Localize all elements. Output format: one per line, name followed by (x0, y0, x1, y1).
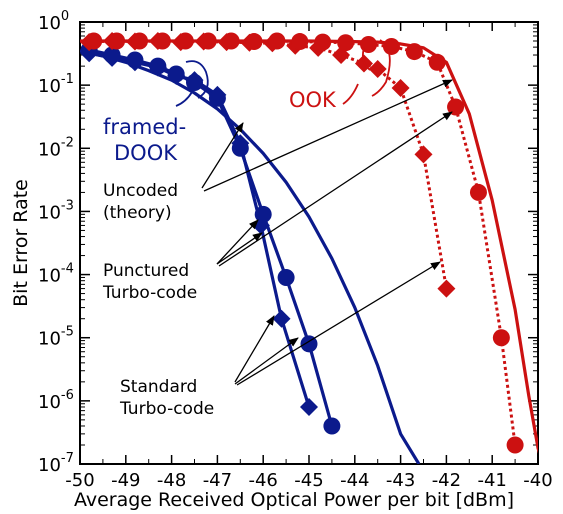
annotations: OOK framed- DOOK Uncoded (theory) Punctu… (102, 39, 453, 419)
x-tick-label: -46 (248, 470, 277, 491)
ook-standard-point (199, 32, 217, 50)
punctured-label-line2: Turbo-code (102, 283, 197, 303)
dook-label-line2: DOOK (114, 141, 178, 165)
ook-standard-point (153, 32, 171, 50)
x-axis-title: Average Received Optical Power per bit [… (74, 489, 514, 511)
dook-label-line1: framed- (103, 115, 186, 139)
ook-standard-point (506, 436, 524, 454)
standard-label-line1: Standard (120, 377, 197, 397)
dook-standard-point (149, 57, 167, 75)
dook-standard-point (254, 205, 272, 223)
y-tick-exponent: -5 (61, 325, 74, 340)
y-tick-label: 10-5 (38, 325, 74, 350)
x-tick-label: -43 (386, 470, 415, 491)
dook-standard-point (126, 51, 144, 69)
dook-standard-point (323, 417, 341, 435)
x-tick-label: -45 (294, 470, 323, 491)
y-tick-exponent: -4 (61, 262, 74, 277)
standard-label-line2: Turbo-code (119, 399, 214, 419)
x-tick-label: -50 (65, 470, 94, 491)
dook-punctured-point (272, 309, 291, 328)
uncoded-label-line1: Uncoded (103, 181, 178, 201)
ook-standard-point (222, 32, 240, 50)
x-tick-label: -41 (477, 470, 506, 491)
ook-standard-point (428, 53, 446, 71)
ook-standard-point (447, 98, 465, 116)
ook-punctured-point (437, 279, 456, 298)
y-tick-label: 100 (38, 9, 69, 34)
ook-standard-point (245, 33, 263, 51)
ook-standard-point (314, 33, 332, 51)
x-tick-label: -40 (523, 470, 552, 491)
y-tick-exponent: -3 (61, 198, 74, 213)
uncoded-label-line2: (theory) (103, 203, 172, 223)
punctured-label-line1: Punctured (103, 261, 189, 281)
y-tick-label: 10-1 (38, 72, 74, 97)
ook-punctured-point (368, 60, 387, 79)
dook-standard-point (186, 74, 203, 92)
ook-standard-point (108, 32, 126, 50)
ook-standard-point (492, 329, 510, 347)
dook-standard-point (208, 89, 226, 107)
ook-standard-point (176, 32, 194, 50)
uncoded-arrow-ook (203, 79, 453, 192)
y-tick-exponent: 0 (61, 9, 69, 24)
standard-arrow-dook-b (234, 337, 299, 385)
tick-labels: -50 -49 -48 -47 -46 -45 -44 -43 -42 -41 -4010010-1… (38, 9, 553, 491)
x-tick-label: -44 (340, 470, 369, 491)
dook-standard-point (231, 139, 249, 157)
ook-standard-point (291, 33, 309, 51)
x-tick-label: -48 (157, 470, 186, 491)
dook-standard-point (103, 46, 121, 64)
standard-arrow-dook-a (234, 315, 275, 383)
y-axis-title: Bit Error Rate (10, 179, 32, 307)
y-tick-exponent: -6 (61, 388, 74, 403)
y-tick-exponent: -2 (61, 135, 74, 150)
dook-standard-point (300, 335, 318, 353)
punctured-arrow-dook-a (216, 219, 259, 265)
x-tick-label: -49 (111, 470, 140, 491)
ook-label: OOK (289, 88, 337, 112)
x-tick-label: -42 (432, 470, 461, 491)
axis-ticks (79, 21, 539, 465)
dook-standard-point (277, 268, 295, 286)
ook-standard-point (405, 43, 423, 61)
y-tick-label: 10-6 (38, 388, 74, 413)
uncoded-arrow-dook (201, 122, 244, 189)
y-tick-label: 10-2 (38, 135, 74, 160)
ook-standard-point (85, 32, 103, 50)
ook-punctured-point (391, 79, 410, 98)
ook-standard-point (382, 37, 400, 55)
x-tick-label: -47 (203, 470, 232, 491)
dook-standard-point (167, 65, 185, 83)
dook-punctured-point (300, 397, 318, 416)
y-tick-label: 10-3 (38, 198, 74, 223)
punctured-arrow-ook (218, 111, 453, 267)
standard-arrow-ook (236, 261, 441, 386)
ook-standard-point (469, 183, 487, 201)
dook-bracket (175, 60, 209, 107)
y-tick-label: 10-4 (38, 262, 74, 287)
ook-bracket (342, 39, 391, 105)
punctured-arrow-dook-b (216, 232, 263, 265)
ook-standard-point (131, 32, 149, 50)
ook-punctured-point (414, 145, 433, 164)
ook-standard-point (337, 34, 355, 52)
y-tick-exponent: -7 (61, 451, 74, 466)
y-tick-exponent: -1 (61, 72, 74, 87)
ook-standard-point (268, 32, 286, 50)
